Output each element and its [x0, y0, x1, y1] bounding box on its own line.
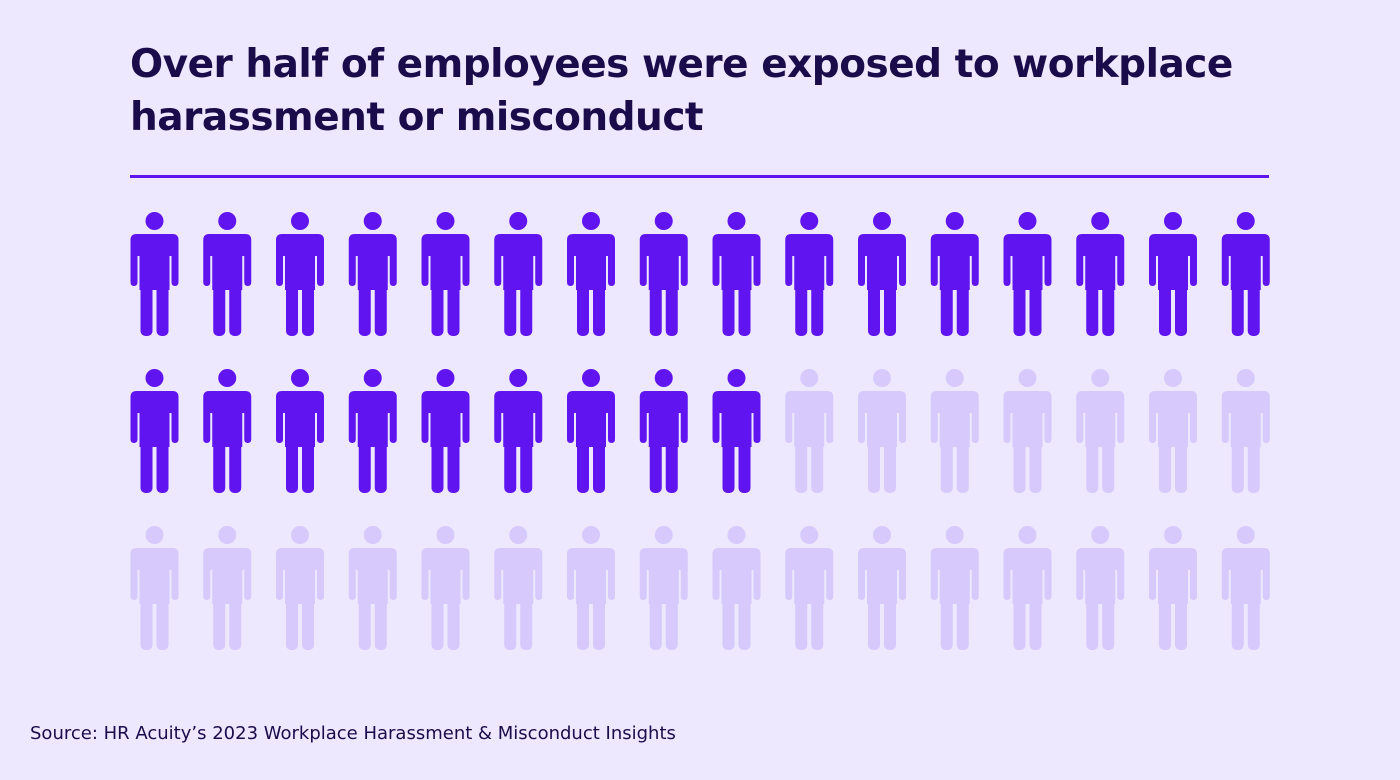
person-icon-muted: [494, 526, 543, 650]
person-icon-muted: [1003, 526, 1052, 650]
person-icon-highlighted: [858, 212, 906, 336]
person-icon-highlighted: [712, 369, 761, 493]
person-icon-highlighted: [203, 369, 252, 493]
person-icon-highlighted: [639, 369, 688, 493]
person-icon-muted: [348, 526, 397, 650]
person-icon-highlighted: [1149, 212, 1197, 336]
person-icon-muted: [1221, 526, 1270, 650]
title-divider: [130, 175, 1269, 178]
person-icon-highlighted: [421, 212, 470, 336]
person-icon-highlighted: [348, 369, 397, 493]
source-note: Source: HR Acuity’s 2023 Workplace Haras…: [30, 723, 676, 744]
person-icon-highlighted: [130, 369, 179, 493]
person-icon-muted: [712, 526, 761, 650]
person-icon-highlighted: [1003, 212, 1052, 336]
person-icon-highlighted: [1221, 212, 1270, 336]
person-icon-highlighted: [930, 212, 979, 336]
person-icon-muted: [858, 526, 906, 650]
person-icon-muted: [1149, 369, 1197, 493]
person-icon-muted: [785, 369, 834, 493]
person-icon-muted: [203, 526, 252, 650]
person-icon-muted: [567, 526, 615, 650]
person-icon-highlighted: [639, 212, 688, 336]
person-icon-muted: [421, 526, 470, 650]
person-icon-muted: [930, 526, 979, 650]
person-icon-muted: [1149, 526, 1197, 650]
person-icon-muted: [1076, 369, 1125, 493]
person-icon-muted: [1076, 526, 1125, 650]
person-icon-highlighted: [567, 212, 615, 336]
person-icon-highlighted: [494, 369, 543, 493]
person-icon-muted: [785, 526, 834, 650]
person-icon-highlighted: [130, 212, 179, 336]
person-icon-muted: [1221, 369, 1270, 493]
person-icon-muted: [858, 369, 906, 493]
person-icon-highlighted: [421, 369, 470, 493]
person-icon-highlighted: [785, 212, 834, 336]
person-icon-highlighted: [276, 212, 324, 336]
person-icon-muted: [930, 369, 979, 493]
person-icon-highlighted: [276, 369, 324, 493]
person-icon-muted: [276, 526, 324, 650]
person-icon-highlighted: [712, 212, 761, 336]
person-icon-highlighted: [567, 369, 615, 493]
person-icon-muted: [639, 526, 688, 650]
pictograph-chart: [130, 212, 1270, 650]
person-icon-highlighted: [348, 212, 397, 336]
person-icon-muted: [1003, 369, 1052, 493]
person-icon-muted: [130, 526, 179, 650]
person-icon-highlighted: [494, 212, 543, 336]
page-title: Over half of employees were exposed to w…: [130, 42, 1233, 140]
person-icon-highlighted: [1076, 212, 1125, 336]
person-icon-highlighted: [203, 212, 252, 336]
